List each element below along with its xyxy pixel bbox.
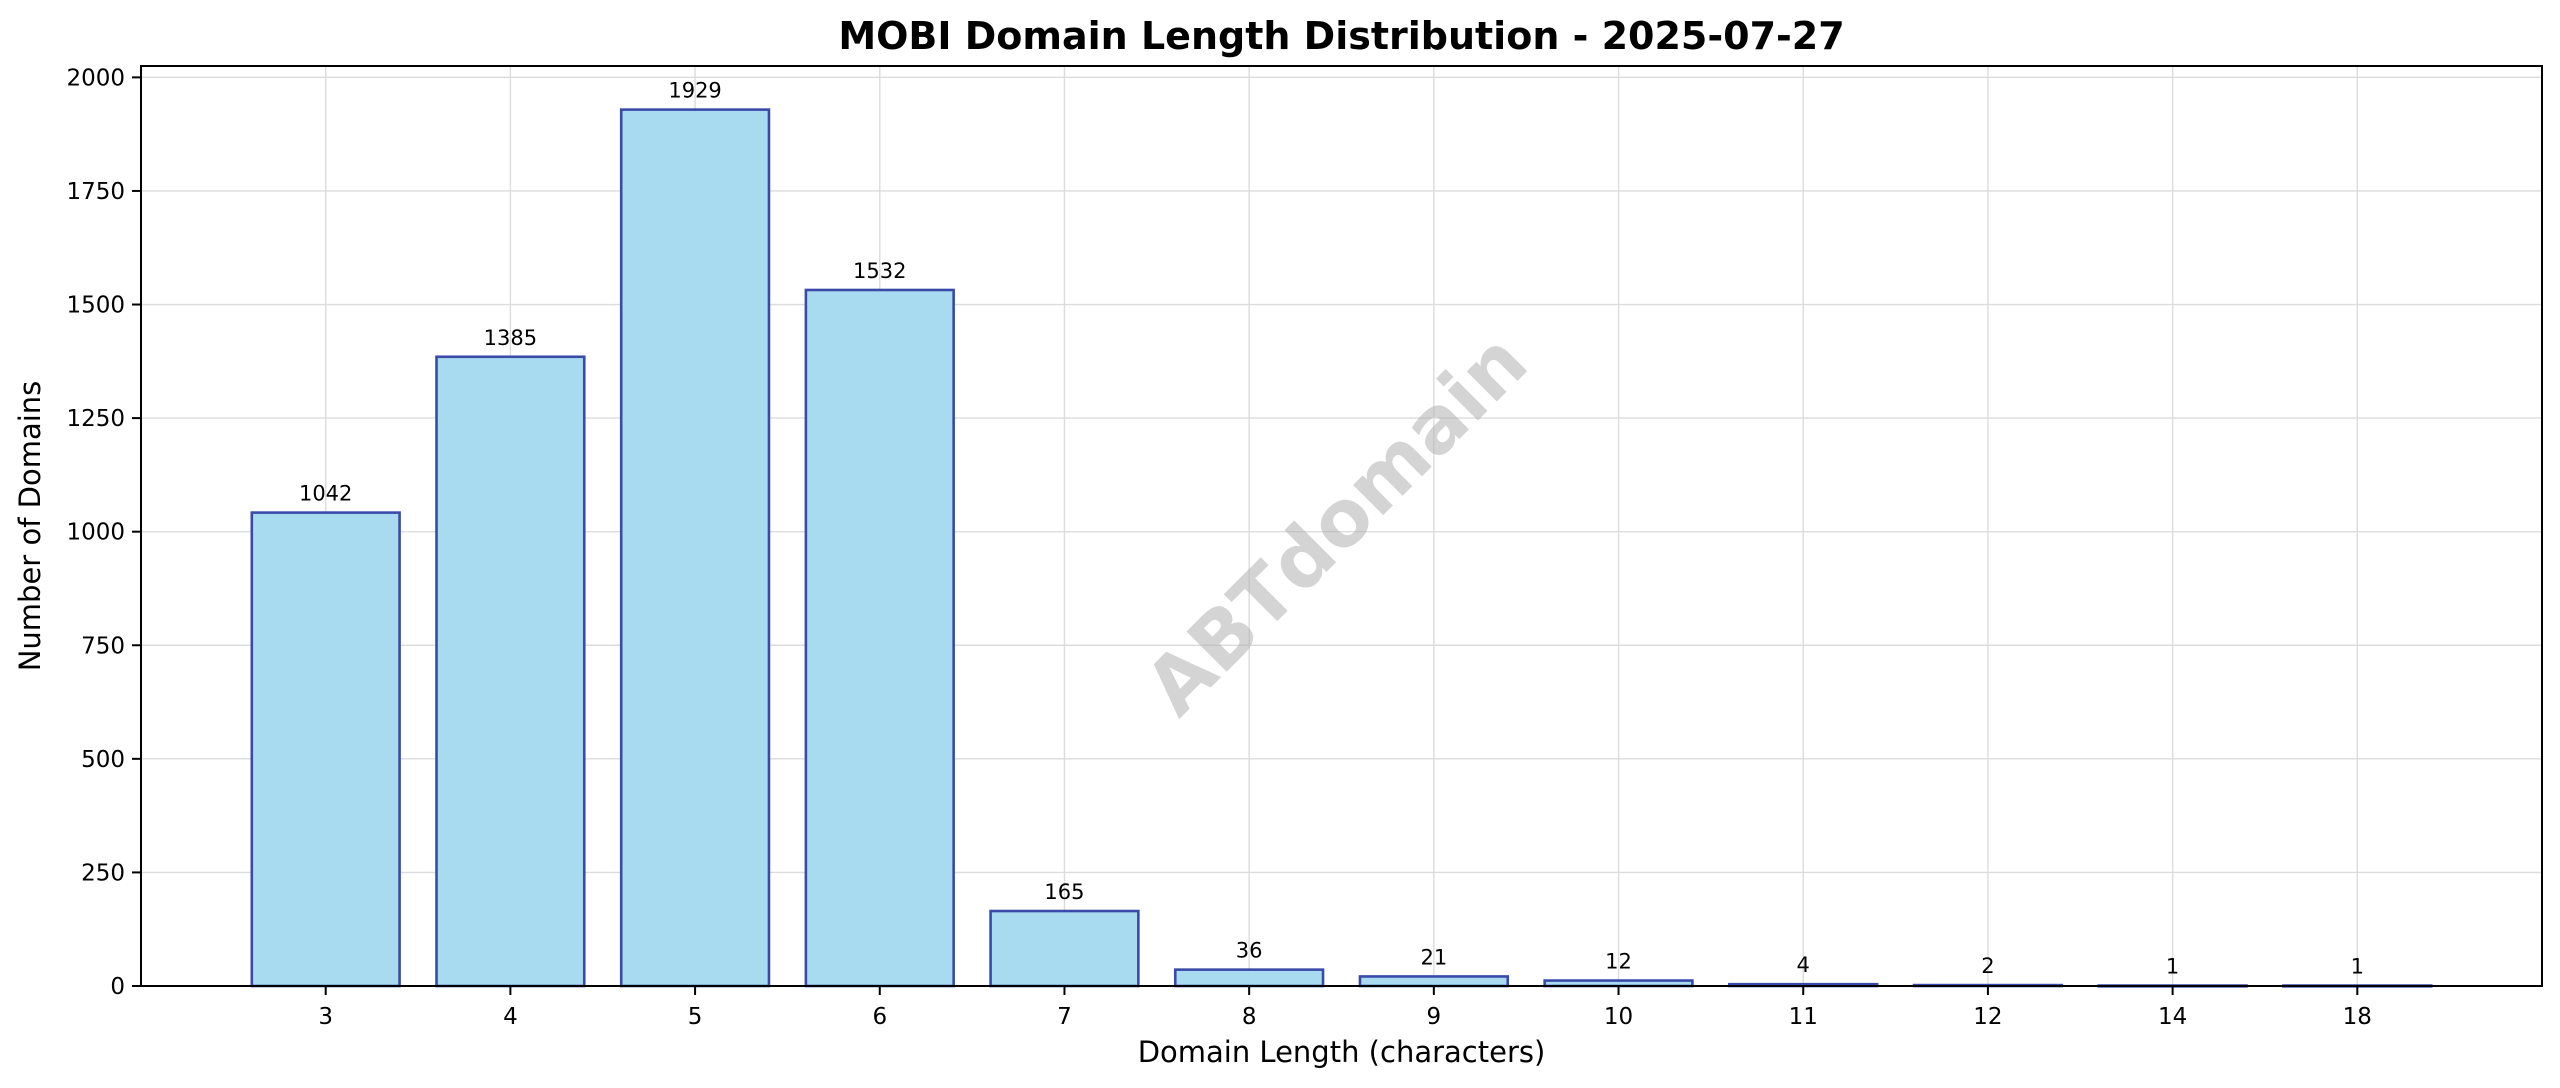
- data-label-14: 1: [2166, 955, 2179, 979]
- bar-6: [804, 288, 955, 988]
- data-label-9: 21: [1420, 945, 1447, 969]
- x-tick-label: 18: [2343, 1004, 2372, 1030]
- x-tick-label: 11: [1789, 1004, 1818, 1030]
- data-label-18: 1: [2351, 955, 2364, 979]
- x-tick-label: 7: [1057, 1004, 1072, 1030]
- x-tick-label: 8: [1242, 1004, 1257, 1030]
- data-label-8: 36: [1236, 939, 1263, 963]
- data-label-5: 1929: [668, 79, 721, 103]
- y-tick-label: 0: [110, 974, 125, 1000]
- data-label-3: 1042: [299, 482, 352, 506]
- y-axis-label: Number of Domains: [13, 381, 47, 672]
- data-label-4: 1385: [484, 326, 537, 350]
- x-tick-label: 12: [1973, 1004, 2002, 1030]
- y-tick-label: 1750: [66, 179, 125, 205]
- y-tick-label: 750: [81, 633, 125, 659]
- bar-7: [989, 909, 1140, 988]
- data-label-10: 12: [1605, 950, 1632, 974]
- y-tick-label: 500: [81, 747, 125, 773]
- watermark-text: ABTdomain: [1129, 317, 1545, 733]
- bars: [250, 108, 2433, 988]
- data-label-6: 1532: [853, 259, 906, 283]
- x-tick-label: 14: [2158, 1004, 2187, 1030]
- bar-5: [619, 108, 771, 988]
- bar-3: [250, 511, 401, 988]
- data-label-11: 4: [1797, 953, 1810, 977]
- x-tick-label: 6: [872, 1004, 887, 1030]
- bar-4: [435, 355, 586, 988]
- x-tick-label: 10: [1604, 1004, 1633, 1030]
- y-tick-label: 1250: [66, 406, 125, 432]
- y-tick-label: 250: [81, 860, 125, 886]
- bar-8: [1173, 968, 1325, 988]
- plot-frame: [140, 65, 2543, 987]
- data-label-7: 165: [1044, 880, 1084, 904]
- x-tick-label: 5: [688, 1004, 703, 1030]
- x-tick-label: 4: [503, 1004, 518, 1030]
- x-tick-label: 3: [318, 1004, 333, 1030]
- y-tick-label: 1500: [66, 293, 125, 319]
- bar-9: [1358, 975, 1510, 988]
- chart-title: MOBI Domain Length Distribution - 2025-0…: [838, 14, 1844, 58]
- x-axis-label: Domain Length (characters): [1138, 1035, 1546, 1069]
- y-tick-label: 2000: [66, 65, 125, 91]
- data-label-12: 2: [1981, 954, 1994, 978]
- y-tick-label: 1000: [66, 520, 125, 546]
- axis-ticks: 0250500750100012501500175020001042313854…: [66, 65, 2371, 1030]
- x-tick-label: 9: [1427, 1004, 1442, 1030]
